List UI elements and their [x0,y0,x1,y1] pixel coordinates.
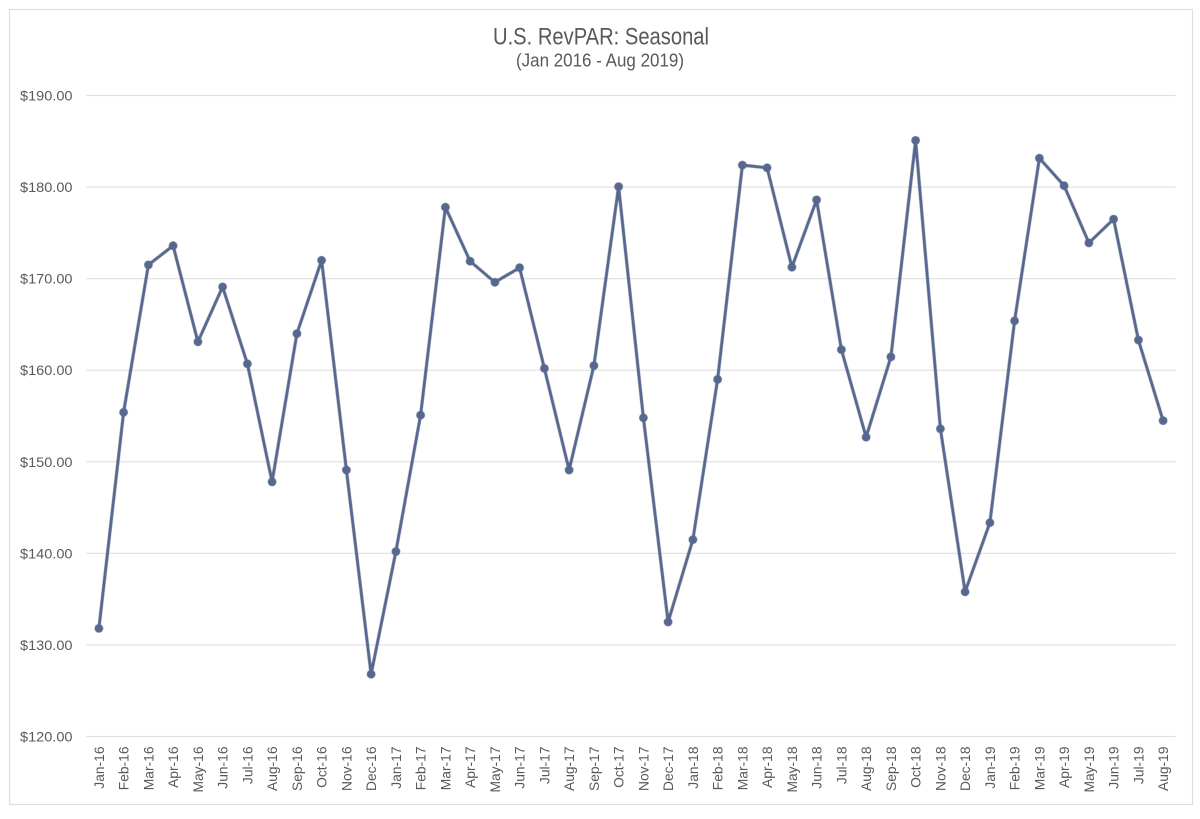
svg-text:Apr-19: Apr-19 [1057,746,1072,788]
svg-text:Feb-17: Feb-17 [414,747,429,791]
svg-text:Nov-18: Nov-18 [933,746,948,791]
svg-text:Jun-16: Jun-16 [216,746,231,789]
svg-text:$190.00: $190.00 [20,88,73,104]
svg-text:Dec-17: Dec-17 [661,747,676,791]
svg-text:Sep-16: Sep-16 [290,746,305,791]
svg-text:Dec-18: Dec-18 [958,746,973,791]
svg-text:Aug-17: Aug-17 [562,747,577,792]
svg-text:Apr-16: Apr-16 [166,746,181,788]
svg-text:Nov-17: Nov-17 [636,747,651,791]
svg-text:Jun-17: Jun-17 [513,747,528,789]
svg-text:Sep-17: Sep-17 [587,747,602,792]
svg-text:Apr-17: Apr-17 [463,747,478,788]
svg-text:Jul-19: Jul-19 [1131,746,1146,784]
svg-text:$140.00: $140.00 [20,545,73,561]
svg-text:$150.00: $150.00 [20,454,73,470]
svg-text:Jan-16: Jan-16 [92,746,107,789]
svg-text:Oct-16: Oct-16 [315,746,330,788]
svg-text:$180.00: $180.00 [20,179,73,195]
svg-text:$130.00: $130.00 [20,637,73,653]
svg-text:$120.00: $120.00 [20,729,73,745]
svg-text:Jun-19: Jun-19 [1107,746,1122,789]
svg-text:Dec-16: Dec-16 [364,746,379,791]
svg-text:Jan-17: Jan-17 [389,747,404,789]
svg-text:U.S. RevPAR: Seasonal: U.S. RevPAR: Seasonal [493,24,709,51]
svg-text:Oct-18: Oct-18 [909,746,924,788]
svg-text:Feb-19: Feb-19 [1008,746,1023,790]
svg-text:May-17: May-17 [488,747,503,793]
svg-text:Nov-16: Nov-16 [339,746,354,791]
svg-text:May-16: May-16 [191,746,206,792]
svg-text:Jul-18: Jul-18 [834,746,849,784]
svg-text:Aug-16: Aug-16 [265,746,280,791]
svg-text:Aug-18: Aug-18 [859,746,874,791]
svg-text:Jul-16: Jul-16 [240,746,255,784]
svg-text:Sep-18: Sep-18 [884,746,899,791]
svg-text:Mar-18: Mar-18 [735,746,750,790]
svg-text:Feb-16: Feb-16 [117,746,132,790]
svg-text:Oct-17: Oct-17 [612,747,627,788]
svg-text:Jul-17: Jul-17 [537,747,552,785]
svg-text:(Jan 2016 - Aug 2019): (Jan 2016 - Aug 2019) [516,51,684,71]
svg-text:Apr-18: Apr-18 [760,746,775,788]
svg-text:May-18: May-18 [785,746,800,792]
svg-text:Aug-19: Aug-19 [1156,746,1171,791]
svg-text:Jan-18: Jan-18 [686,746,701,789]
svg-text:Mar-16: Mar-16 [141,746,156,790]
svg-text:Mar-17: Mar-17 [438,747,453,791]
svg-text:$160.00: $160.00 [20,362,73,378]
svg-text:Jan-19: Jan-19 [983,746,998,789]
svg-text:Jun-18: Jun-18 [810,746,825,789]
svg-text:May-19: May-19 [1082,746,1097,792]
svg-text:$170.00: $170.00 [20,271,73,287]
svg-text:Feb-18: Feb-18 [711,746,726,790]
svg-text:Mar-19: Mar-19 [1032,746,1047,790]
